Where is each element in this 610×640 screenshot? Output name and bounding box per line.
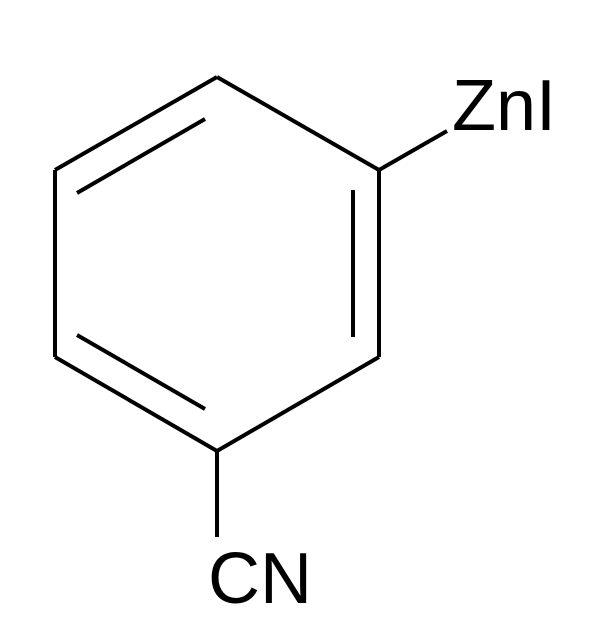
bond-c5-c6-inner <box>77 335 205 409</box>
bonds-group <box>55 77 447 537</box>
label-zni: ZnI <box>452 66 556 146</box>
molecule-canvas: ZnI CN <box>0 0 610 640</box>
bond-c1-c2-outer <box>55 77 217 170</box>
labels-group: ZnI CN <box>208 66 556 619</box>
bond-c1-c2-inner <box>77 119 205 193</box>
label-cn: CN <box>208 539 312 619</box>
bond-c2-c3 <box>217 77 379 170</box>
bond-c3-zn <box>379 131 447 170</box>
bond-c4-c5 <box>217 357 379 451</box>
